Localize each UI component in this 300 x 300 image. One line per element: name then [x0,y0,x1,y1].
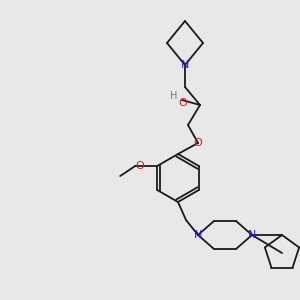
Text: O: O [194,138,202,148]
Text: N: N [194,230,202,240]
Text: O: O [178,98,188,108]
Text: H: H [170,91,178,101]
Text: N: N [181,60,189,70]
Text: N: N [248,230,256,240]
Text: O: O [136,161,145,171]
